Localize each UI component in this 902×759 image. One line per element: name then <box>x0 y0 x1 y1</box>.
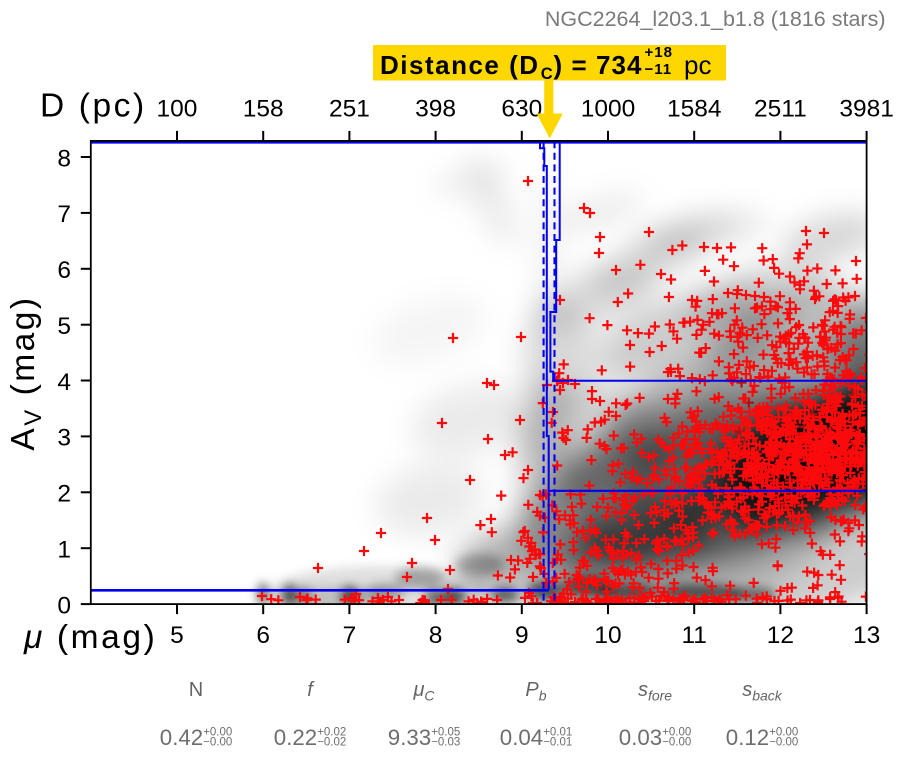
svg-text:5: 5 <box>57 313 71 340</box>
svg-text:12: 12 <box>767 622 794 649</box>
svg-text:μC: μC <box>412 679 435 704</box>
svg-text:−0.00: −0.00 <box>203 737 232 749</box>
svg-text:7: 7 <box>343 622 357 649</box>
svg-text:6: 6 <box>256 622 270 649</box>
svg-text:f: f <box>307 679 315 701</box>
svg-text:8: 8 <box>429 622 443 649</box>
svg-text:−0.02: −0.02 <box>317 737 346 749</box>
svg-text:−11: −11 <box>645 61 673 78</box>
svg-text:0.42: 0.42 <box>160 725 203 750</box>
svg-text:+0.00: +0.00 <box>662 726 691 738</box>
svg-text:μ (mag): μ (mag) <box>23 619 157 656</box>
svg-text:+0.00: +0.00 <box>203 726 232 738</box>
svg-text:2511: 2511 <box>754 96 807 123</box>
svg-text:pc: pc <box>684 50 711 80</box>
svg-text:630: 630 <box>501 96 542 123</box>
svg-text:NGC2264_l203.1_b1.8 (1816 star: NGC2264_l203.1_b1.8 (1816 stars) <box>545 7 886 31</box>
svg-text:1584: 1584 <box>667 96 722 123</box>
svg-text:0.12: 0.12 <box>726 725 769 750</box>
svg-text:0.04: 0.04 <box>500 725 543 750</box>
svg-text:−0.00: −0.00 <box>662 737 691 749</box>
svg-text:−0.01: −0.01 <box>543 737 572 749</box>
svg-text:sback: sback <box>742 679 783 704</box>
svg-text:sfore: sfore <box>638 679 672 704</box>
svg-text:2: 2 <box>57 481 71 508</box>
svg-text:158: 158 <box>243 96 284 123</box>
svg-text:10: 10 <box>594 622 621 649</box>
svg-text:4: 4 <box>57 369 71 396</box>
svg-text:11: 11 <box>681 622 706 649</box>
svg-text:9.33: 9.33 <box>388 725 431 750</box>
svg-text:+0.05: +0.05 <box>431 726 460 738</box>
svg-text:13: 13 <box>853 622 880 649</box>
svg-text:6: 6 <box>57 257 71 284</box>
svg-text:398: 398 <box>415 96 456 123</box>
svg-text:251: 251 <box>329 96 370 123</box>
svg-text:3981: 3981 <box>839 96 894 123</box>
svg-text:1: 1 <box>57 537 71 564</box>
svg-text:+18: +18 <box>645 44 673 61</box>
svg-text:Distance (D: Distance (D <box>380 50 540 80</box>
svg-text:3: 3 <box>57 425 71 452</box>
svg-text:) = 734: ) = 734 <box>554 50 643 80</box>
svg-text:Pb: Pb <box>525 679 546 704</box>
svg-text:8: 8 <box>57 145 71 172</box>
svg-text:5: 5 <box>170 622 184 649</box>
svg-text:1000: 1000 <box>581 96 636 123</box>
svg-text:N: N <box>189 679 203 701</box>
svg-text:+0.01: +0.01 <box>543 726 572 738</box>
svg-text:7: 7 <box>57 201 71 228</box>
svg-text:AV (mag): AV (mag) <box>5 295 47 450</box>
svg-text:0: 0 <box>57 592 71 619</box>
svg-text:D (pc): D (pc) <box>40 88 147 125</box>
svg-text:C: C <box>541 65 553 83</box>
svg-text:+0.02: +0.02 <box>317 726 346 738</box>
svg-text:100: 100 <box>157 96 198 123</box>
svg-text:+0.00: +0.00 <box>769 726 798 738</box>
svg-text:0.03: 0.03 <box>619 725 662 750</box>
svg-text:−0.00: −0.00 <box>769 737 798 749</box>
svg-text:9: 9 <box>515 622 529 649</box>
svg-text:0.22: 0.22 <box>274 725 317 750</box>
svg-text:−0.03: −0.03 <box>431 737 460 749</box>
